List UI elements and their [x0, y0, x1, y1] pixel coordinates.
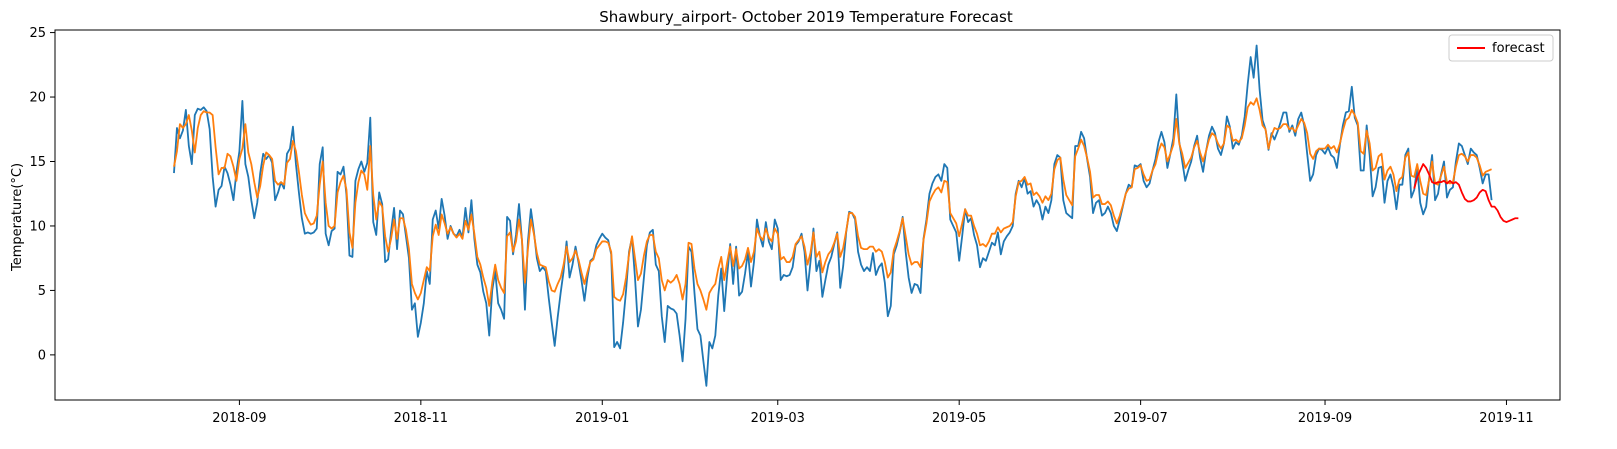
x-tick-label: 2018-11 [394, 411, 448, 426]
x-axis: 2018-09 2018-11 2019-01 2019-03 2019-05 2019-… [212, 400, 1534, 426]
series-line-fitted [173, 97, 1492, 311]
y-axis: 0 5 10 15 20 25 [29, 26, 55, 363]
legend-label-forecast: forecast [1492, 41, 1545, 56]
y-tick-label: 15 [29, 155, 46, 170]
y-tick-label: 25 [29, 26, 46, 41]
legend: forecast [1448, 34, 1554, 62]
y-tick-label: 5 [38, 284, 46, 299]
plot-frame [54, 29, 1561, 401]
chart-title: Shawbury_airport- October 2019 Temperatu… [599, 8, 1013, 27]
x-tick-label: 2019-05 [932, 411, 986, 426]
y-tick-label: 20 [29, 91, 46, 106]
y-tick-label: 10 [29, 219, 46, 234]
x-tick-label: 2019-07 [1113, 411, 1167, 426]
plot-area [54, 29, 1561, 401]
x-tick-label: 2019-01 [575, 411, 629, 426]
series-line-forecast [1413, 163, 1519, 223]
x-tick-label: 2019-09 [1298, 411, 1352, 426]
y-axis-label: Temperature(°C) [10, 163, 25, 272]
legend-box [1448, 34, 1554, 62]
y-tick-label: 0 [38, 348, 46, 363]
x-tick-label: 2019-11 [1479, 411, 1533, 426]
x-tick-label: 2018-09 [212, 411, 266, 426]
series-layer [173, 44, 1519, 387]
x-tick-label: 2019-03 [751, 411, 805, 426]
